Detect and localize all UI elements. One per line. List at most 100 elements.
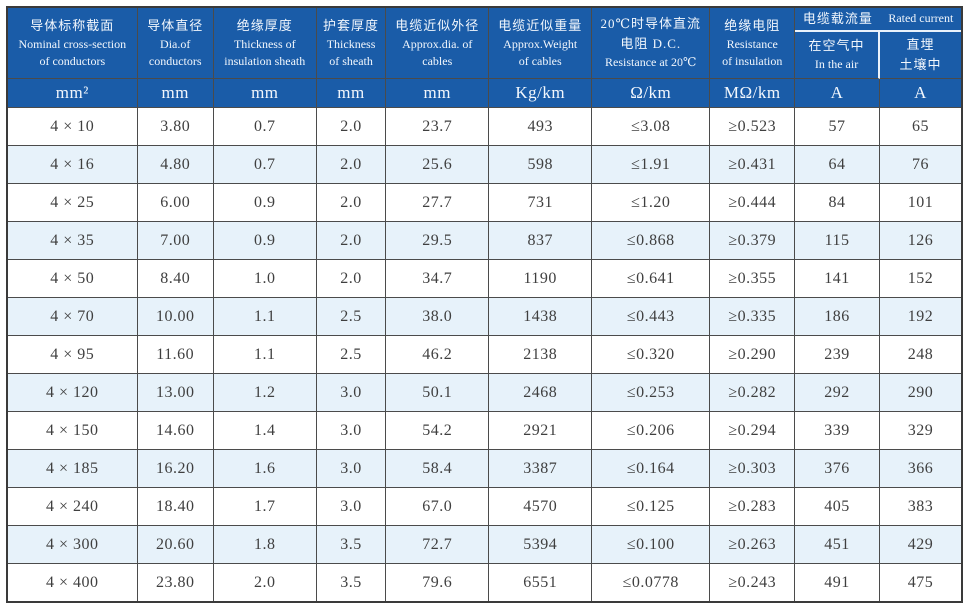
- table-cell: 2.0: [316, 108, 387, 146]
- unit-cell: mm: [213, 79, 317, 108]
- col-group-rated-current: 电缆载流量 Rated current: [795, 8, 961, 32]
- table-cell: ≤3.08: [592, 108, 711, 146]
- table-cell: 46.2: [386, 336, 490, 374]
- table-cell: 0.7: [213, 108, 317, 146]
- group-title-en: Rated current: [888, 11, 954, 26]
- group-title-zh: 电缆载流量: [802, 10, 873, 26]
- table-cell: 6551: [489, 564, 593, 601]
- unit-cell: mm²: [8, 79, 138, 108]
- col-header-en: Dia.of: [160, 36, 191, 51]
- col-header-zh: 绝缘电阻: [724, 17, 781, 33]
- unit-cell: Kg/km: [489, 79, 593, 108]
- table-cell: 4 × 50: [8, 260, 138, 298]
- table-cell: ≤0.253: [592, 374, 711, 412]
- table-cell: 64: [795, 146, 880, 184]
- table-cell: 4 × 240: [8, 488, 138, 526]
- col-header-en: Resistance at 20℃: [605, 55, 697, 70]
- table-cell: 7.00: [137, 222, 214, 260]
- table-cell: ≥0.263: [710, 526, 796, 564]
- table-row: 4 × 50 8.40 1.0 2.0 34.7 1190 ≤0.641 ≥0.355 141 1…: [8, 260, 961, 298]
- table-cell: ≥0.431: [710, 146, 796, 184]
- table-cell: 4 × 185: [8, 450, 138, 488]
- col-header-zh: 导体直径: [147, 17, 204, 33]
- table-cell: 1.2: [213, 374, 317, 412]
- table-row: 4 × 95 11.60 1.1 2.5 46.2 2138 ≤0.320 ≥0.290 239…: [8, 336, 961, 374]
- table-cell: ≤0.0778: [592, 564, 711, 601]
- table-cell: ≤0.206: [592, 412, 711, 450]
- table-cell: 376: [795, 450, 880, 488]
- table-cell: 383: [879, 488, 961, 526]
- col-header-en: of sheath: [329, 54, 373, 69]
- table-cell: 4 × 25: [8, 184, 138, 222]
- table-cell: 405: [795, 488, 880, 526]
- table-cell: ≥0.444: [710, 184, 796, 222]
- table-cell: 23.7: [386, 108, 490, 146]
- table-cell: 101: [879, 184, 961, 222]
- table-cell: 11.60: [137, 336, 214, 374]
- table-cell: 58.4: [386, 450, 490, 488]
- table-cell: ≥0.282: [710, 374, 796, 412]
- table-cell: ≤0.320: [592, 336, 711, 374]
- table-cell: 8.40: [137, 260, 214, 298]
- col-header-en: Nominal cross-section: [18, 36, 127, 51]
- table-cell: 126: [879, 222, 961, 260]
- table-cell: 27.7: [386, 184, 490, 222]
- table-cell: 2.0: [316, 184, 387, 222]
- col-header-zh: 电缆近似重量: [498, 17, 583, 33]
- table-cell: ≥0.335: [710, 298, 796, 336]
- table-cell: ≤1.91: [592, 146, 711, 184]
- cable-spec-table: 导体标称截面 Nominal cross-section of conducto…: [6, 6, 963, 603]
- table-cell: ≥0.303: [710, 450, 796, 488]
- table-cell: 2921: [489, 412, 593, 450]
- col-header-en: conductors: [148, 54, 202, 69]
- table-cell: 248: [879, 336, 961, 374]
- col-header-insulation-thickness: 绝缘厚度 Thickness of insulation sheath: [213, 8, 317, 79]
- table-cell: 14.60: [137, 412, 214, 450]
- units-row: mm² mm mm mm mm Kg/km Ω/km MΩ/km A A: [8, 79, 961, 108]
- table-cell: 3.0: [316, 374, 387, 412]
- table-cell: 2.5: [316, 336, 387, 374]
- table-cell: 292: [795, 374, 880, 412]
- col-header-sheath-thickness: 护套厚度 Thickness of sheath: [316, 8, 387, 79]
- table-cell: 1.8: [213, 526, 317, 564]
- table-cell: 2.0: [316, 260, 387, 298]
- table-cell: ≥0.294: [710, 412, 796, 450]
- table-cell: 731: [489, 184, 593, 222]
- table-cell: 0.9: [213, 184, 317, 222]
- unit-cell: A: [879, 79, 961, 108]
- table-cell: 0.9: [213, 222, 317, 260]
- table-cell: 4 × 95: [8, 336, 138, 374]
- table-cell: 2.0: [213, 564, 317, 601]
- table-row: 4 × 120 13.00 1.2 3.0 50.1 2468 ≤0.253 ≥0.282 29…: [8, 374, 961, 412]
- table-cell: 54.2: [386, 412, 490, 450]
- col-header-en: Approx.dia. of: [402, 36, 473, 51]
- table-cell: 4 × 10: [8, 108, 138, 146]
- table-cell: 18.40: [137, 488, 214, 526]
- table-cell: 5394: [489, 526, 593, 564]
- col-header-zh: 电缆近似外径: [395, 17, 480, 33]
- col-header-zh: 绝缘厚度: [236, 17, 293, 33]
- table-cell: 4570: [489, 488, 593, 526]
- table-cell: 1.7: [213, 488, 317, 526]
- table-cell: ≤0.164: [592, 450, 711, 488]
- table-cell: 3.0: [316, 450, 387, 488]
- table-cell: 23.80: [137, 564, 214, 601]
- table-cell: 3.0: [316, 412, 387, 450]
- cable-spec-page: 导体标称截面 Nominal cross-section of conducto…: [6, 6, 963, 603]
- table-cell: 79.6: [386, 564, 490, 601]
- table-cell: 339: [795, 412, 880, 450]
- table-header: 导体标称截面 Nominal cross-section of conducto…: [8, 8, 961, 108]
- table-cell: ≥0.355: [710, 260, 796, 298]
- unit-cell: mm: [137, 79, 214, 108]
- table-cell: ≤0.641: [592, 260, 711, 298]
- table-row: 4 × 25 6.00 0.9 2.0 27.7 731 ≤1.20 ≥0.444 84 101: [8, 184, 961, 222]
- table-cell: 4 × 35: [8, 222, 138, 260]
- col-header-en: cables: [422, 54, 453, 69]
- table-cell: 290: [879, 374, 961, 412]
- table-cell: 491: [795, 564, 880, 601]
- table-cell: 451: [795, 526, 880, 564]
- table-cell: ≥0.523: [710, 108, 796, 146]
- table-body: 4 × 10 3.80 0.7 2.0 23.7 493 ≤3.08 ≥0.523 57 65 4 …: [8, 108, 961, 601]
- table-cell: 2.0: [316, 222, 387, 260]
- table-cell: 4 × 150: [8, 412, 138, 450]
